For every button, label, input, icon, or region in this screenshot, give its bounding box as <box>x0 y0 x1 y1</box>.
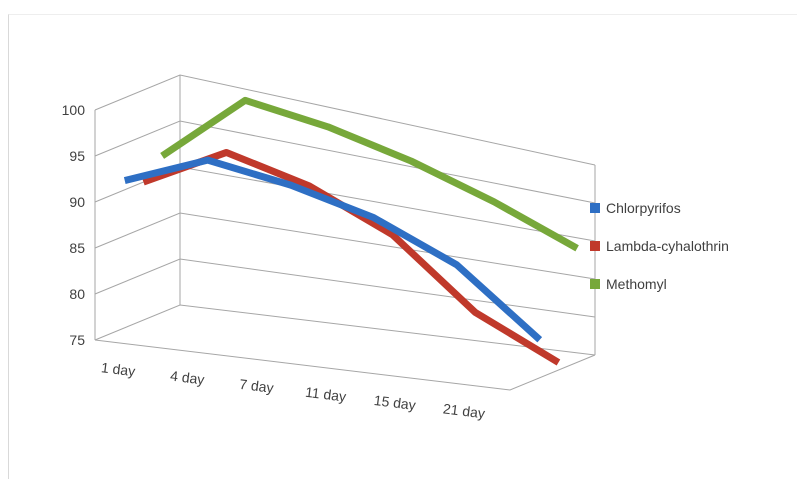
series-line-methomyl <box>160 96 579 252</box>
legend-item-lambda-cyhalothrin: Lambda-cyhalothrin <box>590 238 729 254</box>
grid-layer <box>94 74 596 391</box>
legend-label: Methomyl <box>606 276 667 292</box>
legend-item-chlorpyrifos: Chlorpyrifos <box>590 200 681 216</box>
legend-swatch <box>590 241 600 251</box>
x-tick-label: 21 day <box>442 400 486 421</box>
gridline-80 <box>94 258 596 318</box>
x-axis-ticks: 1 day 4 day 7 day 11 day 15 day 21 day <box>100 359 486 421</box>
x-tick-label: 1 day <box>100 359 136 379</box>
legend-swatch <box>590 279 600 289</box>
floor-edge <box>94 339 596 391</box>
legend-label: Chlorpyrifos <box>606 200 681 216</box>
y-tick-label: 75 <box>69 332 85 348</box>
gridline-75 <box>94 304 596 356</box>
series-layer <box>123 96 579 366</box>
chart-frame <box>8 14 797 479</box>
y-tick-label: 80 <box>69 286 85 302</box>
gridline-85 <box>94 212 596 280</box>
y-tick-label: 85 <box>69 240 85 256</box>
y-tick-label: 90 <box>69 194 85 210</box>
legend-item-methomyl: Methomyl <box>590 276 667 292</box>
y-axis-ticks: 75 80 85 90 95 100 <box>62 102 86 348</box>
y-tick-label: 95 <box>69 148 85 164</box>
series-line-chlorpyrifos <box>123 156 543 343</box>
x-tick-label: 11 day <box>304 384 347 405</box>
x-tick-label: 15 day <box>373 392 417 413</box>
legend-swatch <box>590 203 600 213</box>
x-tick-label: 7 day <box>239 376 275 396</box>
legend-label: Lambda-cyhalothrin <box>606 238 729 254</box>
y-tick-label: 100 <box>62 102 86 118</box>
legend: Chlorpyrifos Lambda-cyhalothrin Methomyl <box>590 200 729 292</box>
x-tick-label: 4 day <box>169 368 205 388</box>
